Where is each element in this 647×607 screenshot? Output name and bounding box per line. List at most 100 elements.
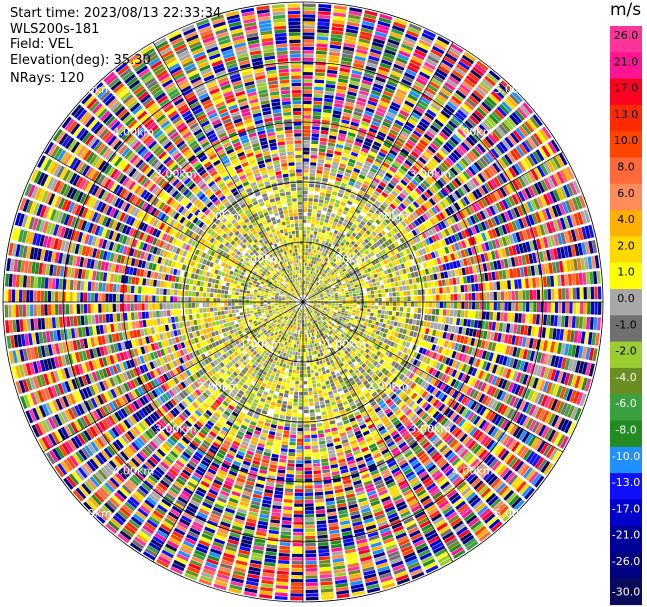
velocity-gate (102, 314, 107, 323)
velocity-gate (393, 362, 400, 369)
velocity-gate (372, 403, 379, 410)
velocity-gate (408, 390, 415, 398)
velocity-gate (336, 351, 341, 356)
velocity-gate (275, 487, 284, 492)
velocity-gate (296, 445, 303, 450)
velocity-gate (290, 434, 296, 439)
velocity-gate (328, 413, 334, 418)
velocity-gate (184, 303, 188, 309)
velocity-gate (439, 383, 447, 391)
velocity-gate (557, 315, 562, 327)
velocity-gate (91, 314, 96, 325)
velocity-gate (304, 406, 309, 410)
velocity-gate (367, 362, 373, 368)
velocity-gate (545, 382, 553, 394)
velocity-gate (390, 393, 397, 400)
velocity-gate (304, 431, 310, 435)
velocity-gate (425, 357, 431, 365)
velocity-gate (292, 553, 303, 558)
velocity-gate (489, 386, 497, 397)
velocity-gate (326, 341, 331, 346)
velocity-gate (270, 519, 280, 524)
velocity-gate (500, 333, 506, 343)
velocity-gate (401, 417, 409, 424)
velocity-gate (153, 318, 158, 326)
velocity-gate (310, 369, 315, 374)
velocity-gate (355, 310, 360, 314)
velocity-gate (449, 400, 457, 409)
velocity-gate (80, 292, 84, 302)
velocity-gate (113, 323, 119, 332)
velocity-gate (290, 589, 303, 594)
velocity-gate (440, 339, 446, 347)
velocity-gate (386, 411, 394, 418)
velocity-gate (310, 427, 317, 431)
velocity-gate (492, 312, 497, 321)
velocity-gate (477, 320, 482, 329)
velocity-gate (314, 398, 319, 402)
velocity-gate (339, 335, 343, 340)
velocity-gate (365, 404, 372, 411)
velocity-gate (206, 328, 211, 333)
velocity-gate (281, 520, 292, 525)
velocity-gate (312, 380, 316, 384)
velocity-gate (277, 570, 289, 575)
velocity-gate (276, 577, 289, 583)
velocity-gate (305, 575, 318, 579)
velocity-gate (339, 316, 343, 320)
velocity-gate (229, 317, 234, 322)
velocity-gate (323, 335, 327, 339)
velocity-gate (311, 430, 317, 435)
velocity-gate (481, 361, 488, 370)
velocity-gate (338, 331, 342, 336)
velocity-gate (504, 380, 511, 391)
velocity-gate (141, 295, 145, 302)
velocity-gate (392, 326, 397, 332)
velocity-gate (303, 345, 306, 349)
velocity-gate (278, 392, 284, 397)
velocity-gate (321, 382, 326, 386)
velocity-gate (418, 453, 428, 461)
velocity-gate (325, 357, 330, 362)
velocity-gate (535, 422, 544, 435)
velocity-gate (386, 320, 391, 325)
velocity-gate (291, 354, 295, 359)
velocity-gate (305, 532, 316, 536)
velocity-gate (305, 521, 315, 525)
velocity-gate (550, 341, 556, 353)
velocity-gate (231, 306, 235, 310)
velocity-gate (312, 387, 317, 392)
velocity-gate (344, 321, 349, 325)
velocity-gate (569, 302, 573, 314)
velocity-gate (421, 348, 427, 355)
velocity-gate (454, 392, 462, 401)
velocity-gate (515, 359, 522, 370)
velocity-gate (320, 352, 324, 357)
velocity-gate (276, 403, 282, 408)
velocity-gate (290, 362, 294, 366)
velocity-gate (188, 285, 193, 291)
velocity-gate (337, 342, 342, 347)
velocity-gate (387, 365, 393, 372)
velocity-gate (333, 320, 337, 324)
velocity-gate (556, 434, 566, 447)
velocity-gate (515, 428, 524, 439)
velocity-gate (550, 355, 557, 367)
velocity-gate (400, 323, 405, 328)
velocity-gate (405, 398, 413, 406)
velocity-gate (105, 303, 109, 313)
velocity-gate (307, 341, 310, 345)
velocity-gate (461, 363, 468, 373)
velocity-gate (325, 494, 334, 499)
velocity-gate (361, 341, 367, 346)
velocity-gate (203, 287, 207, 292)
velocity-gate (325, 380, 330, 385)
velocity-gate (472, 390, 480, 400)
velocity-gate (312, 456, 320, 460)
velocity-gate (296, 456, 303, 460)
velocity-gate (163, 288, 167, 295)
velocity-gate (47, 304, 52, 316)
velocity-gate (502, 356, 508, 366)
velocity-gate (152, 303, 156, 310)
velocity-gate (310, 423, 317, 428)
